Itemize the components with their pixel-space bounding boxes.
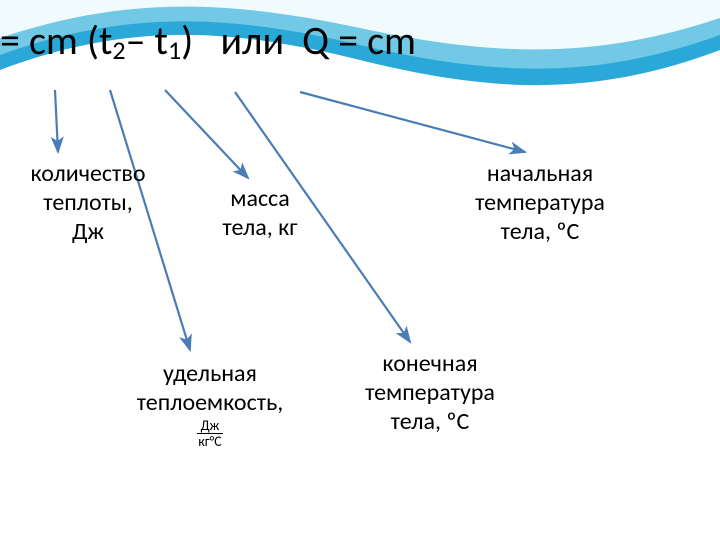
formula-part4: Q = cm [284,16,416,65]
formula-part3: ) [181,16,193,65]
l5-line3: тела, ºС [501,217,580,246]
formula-gap [193,16,220,65]
formula-sub1: 2 [112,34,125,66]
formula-sub2: 1 [168,34,181,66]
l4-line3: тела, ºС [391,407,470,436]
formula-part2: – t [126,16,168,65]
label-specific-heat: удельная теплоемкость, Дж кг°С [110,360,310,454]
l1-line1: количество [30,159,145,188]
l1-line2: теплоты, [43,188,133,217]
arrow [165,90,248,178]
l5-line1: начальная [487,159,593,188]
arrow [300,92,525,152]
l3-line1: масса [230,184,289,213]
formula-part1: = cm (t [0,16,112,65]
l2-frac-bot: кг°С [197,434,224,449]
formula: = cm (t2 – t1) или Q = cm [0,0,720,80]
l4-line1: конечная [382,349,477,378]
label-final-temp: конечная температура тела, ºС [340,350,520,436]
l3-line2: тела, кг [222,213,297,242]
label-mass: масса тела, кг [190,185,330,243]
label-heat-quantity: количество теплоты, Дж [8,160,168,246]
formula-or: или [220,16,284,65]
l2-unit-fraction: Дж кг°С [197,418,224,450]
l1-line3: Дж [72,217,104,246]
l5-line2: температура [475,188,605,217]
l2-frac-top: Дж [197,418,224,434]
l4-line2: температура [365,378,495,407]
l2-line2: теплоемкость, [137,388,284,417]
l2-line1: удельная [163,359,257,388]
label-initial-temp: начальная температура тела, ºС [450,160,630,246]
